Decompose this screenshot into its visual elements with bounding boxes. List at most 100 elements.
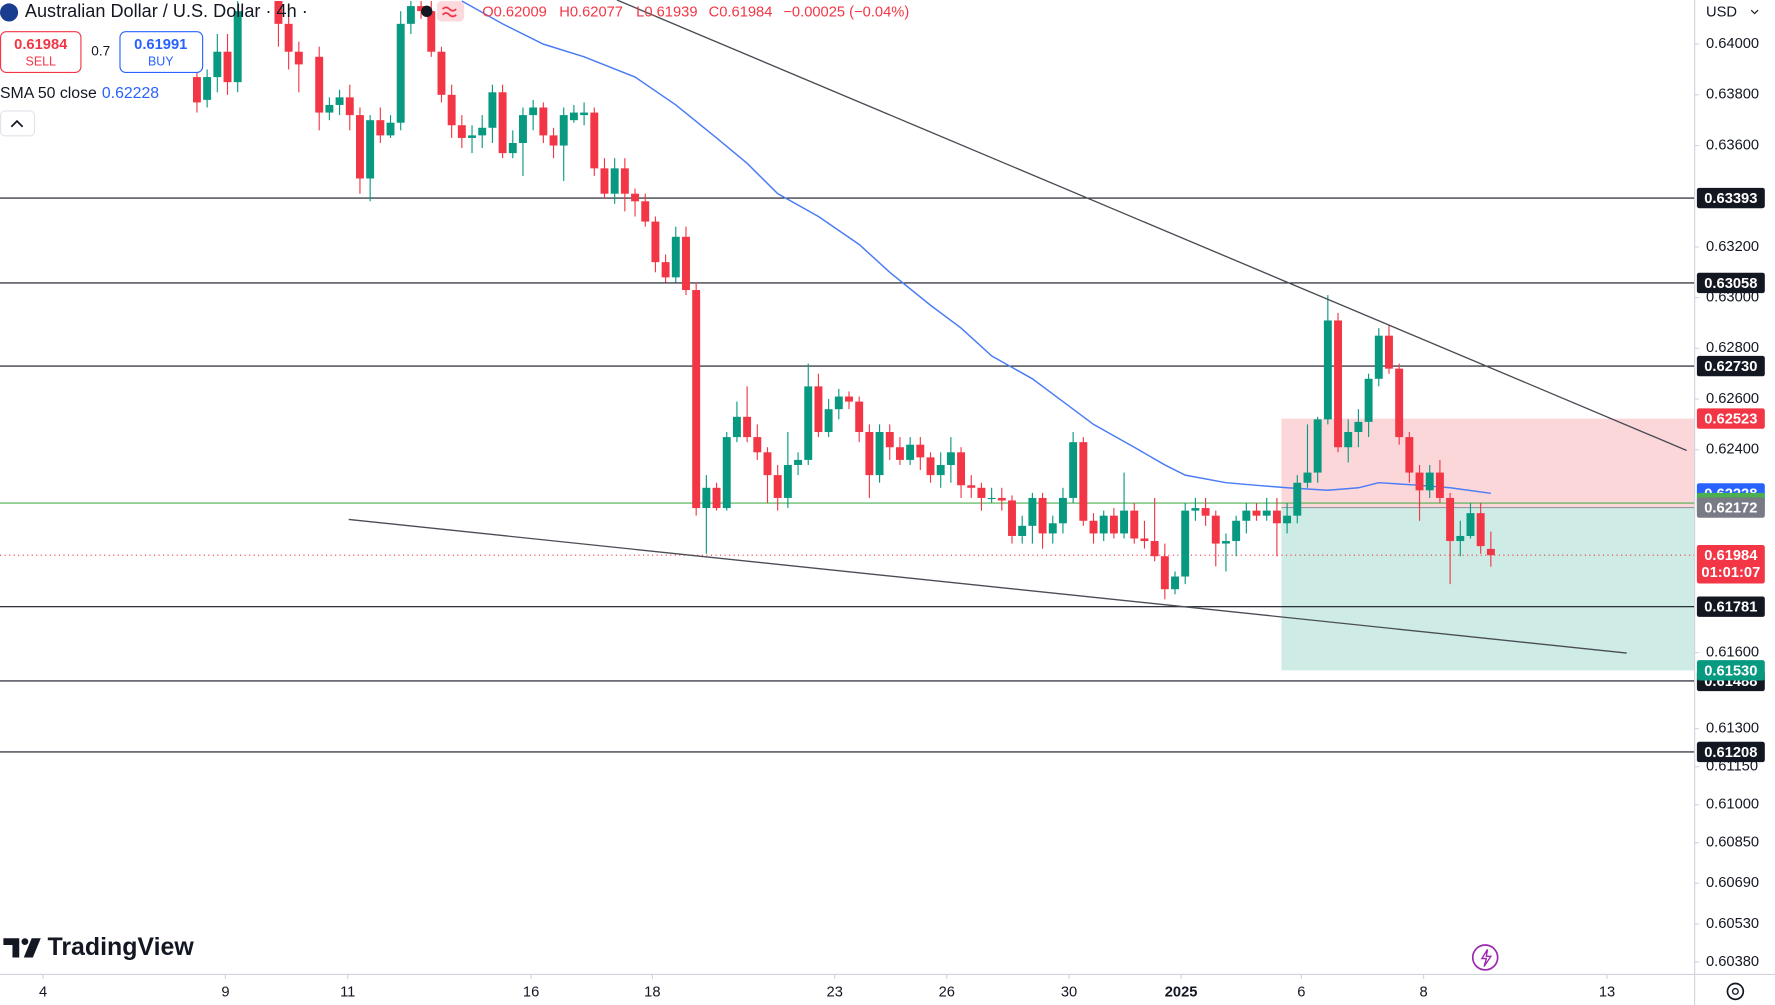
candle-body xyxy=(508,142,517,154)
logo-mark xyxy=(3,938,20,958)
target-badge-label: 0.61530 xyxy=(1704,663,1757,679)
candle-body xyxy=(1150,541,1159,557)
candle-body xyxy=(559,115,568,146)
candle-body xyxy=(1109,515,1118,534)
collapse-icon xyxy=(10,119,24,128)
candle-body xyxy=(1222,541,1230,544)
candle-body xyxy=(722,437,731,509)
candle-body xyxy=(641,201,650,222)
logo-mark xyxy=(23,938,41,958)
candle-body xyxy=(773,475,782,498)
buy-label: BUY xyxy=(148,55,174,69)
x-tick-label: 2025 xyxy=(1165,984,1198,1000)
y-tick-label: 0.60530 xyxy=(1706,916,1759,932)
level-badge xyxy=(1696,355,1765,377)
currency-label[interactable]: USD xyxy=(1706,4,1737,20)
x-tick-label: 6 xyxy=(1297,984,1305,1000)
candle-body xyxy=(895,447,904,460)
level-badge xyxy=(1696,187,1765,209)
candle-body xyxy=(967,485,976,488)
candle-body xyxy=(457,125,466,138)
y-tick-label: 0.62800 xyxy=(1706,340,1759,356)
candle-body xyxy=(1130,510,1139,539)
candle-body xyxy=(223,51,232,83)
candle-body xyxy=(590,112,599,169)
candle-body xyxy=(1344,432,1353,448)
y-tick-label: 0.61150 xyxy=(1706,759,1758,775)
sell-label: SELL xyxy=(26,55,57,69)
candle-body xyxy=(1028,497,1037,526)
entry-badge xyxy=(1696,497,1765,518)
lightning-icon xyxy=(1480,949,1493,967)
status-dot xyxy=(421,5,433,17)
candle-body xyxy=(284,23,293,52)
candle-body xyxy=(1171,576,1179,590)
alert-icon-glyph xyxy=(442,6,457,18)
candle-body xyxy=(1395,368,1404,438)
sell-button[interactable] xyxy=(0,31,82,73)
candle-body xyxy=(671,236,680,278)
candle-body xyxy=(855,401,864,433)
lightning-button[interactable] xyxy=(1471,944,1499,971)
candle-body xyxy=(1191,508,1200,511)
buy-button[interactable] xyxy=(119,31,204,73)
ohlc-low: L0.61939 xyxy=(636,4,697,20)
candle-body xyxy=(804,386,813,460)
candle-body xyxy=(1446,497,1455,542)
target-zone xyxy=(1281,507,1695,671)
level-badge-label: 0.61781 xyxy=(1704,600,1757,616)
candle-body xyxy=(753,437,762,453)
current-price-label: 0.61984 xyxy=(1704,548,1758,564)
candle-body xyxy=(1405,437,1414,473)
candle-body xyxy=(376,120,385,136)
candle-body xyxy=(600,168,609,194)
y-tick-label: 0.60380 xyxy=(1706,954,1759,970)
ohlc-open: O0.62009 xyxy=(482,4,547,20)
entry-badge-label: 0.62172 xyxy=(1704,501,1757,517)
sma-legend-value: 0.62228 xyxy=(102,85,159,102)
spread: 0.7 xyxy=(91,44,110,59)
alert-icon[interactable] xyxy=(436,1,465,22)
collapse-button[interactable] xyxy=(0,110,36,137)
x-tick-label: 8 xyxy=(1420,984,1428,1000)
candle-body xyxy=(580,112,589,116)
candle-body xyxy=(1069,442,1078,498)
level-badge xyxy=(1696,272,1765,294)
candle-body xyxy=(549,135,558,146)
candle-body xyxy=(1232,520,1241,542)
settings-button[interactable] xyxy=(1726,982,1745,1001)
candle-body xyxy=(274,1,283,24)
candle-body xyxy=(1476,513,1485,547)
candle-body xyxy=(987,497,996,500)
plot-area xyxy=(0,0,1695,753)
currency-caret xyxy=(1750,9,1759,15)
y-tick-label: 0.61000 xyxy=(1706,797,1759,813)
candle-body xyxy=(1435,472,1444,498)
x-tick-label: 11 xyxy=(340,984,355,1000)
level-badge-label: 0.61208 xyxy=(1704,745,1757,761)
y-tick-label: 0.64000 xyxy=(1706,36,1759,52)
sma-legend-name: SMA 50 close xyxy=(0,85,97,102)
flag-icon xyxy=(0,3,19,22)
candle-body xyxy=(335,97,344,105)
stop-zone xyxy=(1281,418,1695,508)
x-tick-label: 26 xyxy=(939,984,955,1000)
candle-body xyxy=(1089,520,1098,534)
candle-body xyxy=(875,432,884,476)
candle-body xyxy=(794,459,803,465)
y-tick-label: 0.63600 xyxy=(1706,137,1759,153)
candle-body xyxy=(1272,510,1281,524)
candle-body xyxy=(631,193,640,202)
candle-body xyxy=(569,112,578,121)
brand-name: TradingView xyxy=(48,933,195,961)
candle-body xyxy=(1303,472,1312,483)
candle-body xyxy=(406,6,415,24)
candle-body xyxy=(478,127,487,136)
stop-badge xyxy=(1696,408,1765,429)
candle-body xyxy=(977,487,986,498)
trend-line xyxy=(616,0,1687,452)
candle-body xyxy=(610,168,619,194)
stop-badge-label: 0.62523 xyxy=(1704,412,1757,428)
overlay: 0.64000 0.63800 0.63600 0.63200 0.63000 0.628… xyxy=(39,36,1765,1000)
x-tick-label: 13 xyxy=(1599,984,1615,1000)
